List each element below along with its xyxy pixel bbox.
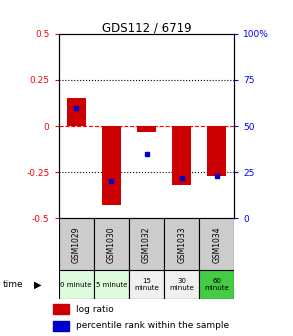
Bar — [129, 218, 164, 270]
Bar — [59, 218, 94, 270]
Text: GSM1032: GSM1032 — [142, 226, 151, 263]
Text: log ratio: log ratio — [76, 305, 114, 314]
Bar — [59, 270, 94, 299]
Bar — [164, 218, 199, 270]
Bar — [199, 218, 234, 270]
Text: 5 minute: 5 minute — [96, 282, 127, 288]
Text: 30
minute: 30 minute — [169, 278, 194, 291]
Text: GSM1029: GSM1029 — [72, 226, 81, 263]
Text: GSM1034: GSM1034 — [212, 226, 221, 263]
Bar — [137, 126, 156, 132]
Bar — [207, 126, 226, 176]
Bar — [94, 270, 129, 299]
Bar — [172, 126, 191, 185]
Text: 60
minute: 60 minute — [205, 278, 229, 291]
Text: 15
minute: 15 minute — [134, 278, 159, 291]
Text: time: time — [3, 280, 23, 289]
Text: GDS112 / 6719: GDS112 / 6719 — [102, 22, 191, 35]
Bar — [102, 126, 121, 206]
Bar — [53, 304, 69, 314]
Bar — [129, 270, 164, 299]
Text: GSM1030: GSM1030 — [107, 226, 116, 263]
Text: ▶: ▶ — [34, 280, 42, 290]
Bar — [67, 98, 86, 126]
Text: percentile rank within the sample: percentile rank within the sample — [76, 322, 229, 331]
Text: 0 minute: 0 minute — [60, 282, 92, 288]
Bar — [94, 218, 129, 270]
Text: GSM1033: GSM1033 — [177, 226, 186, 263]
Bar — [199, 270, 234, 299]
Bar — [53, 321, 69, 331]
Bar — [164, 270, 199, 299]
